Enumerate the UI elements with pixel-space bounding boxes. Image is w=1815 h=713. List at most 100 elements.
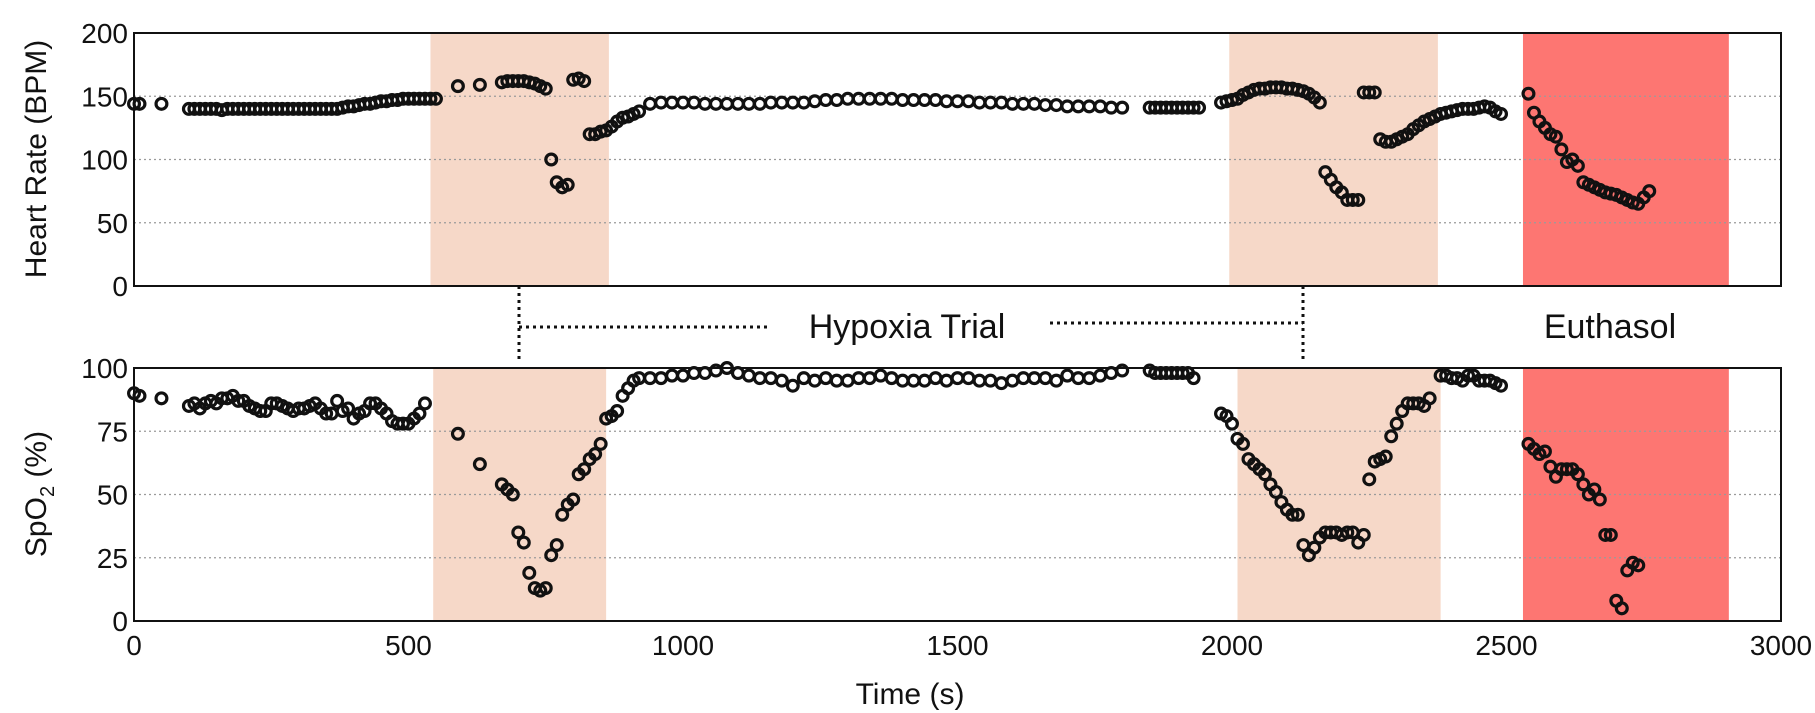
spo2-data-point (1576, 477, 1591, 492)
spo2-y-axis-title: SpO2 (%) (20, 431, 59, 557)
spo2-data-point (654, 371, 669, 386)
heart-rate-data-point (829, 93, 844, 108)
spo2-data-point (928, 371, 943, 386)
spo2-data-point (675, 368, 690, 383)
heart-rate-data-point (719, 96, 734, 111)
spo2-data-point (544, 548, 559, 563)
spo2-data-point (472, 457, 487, 472)
spo2-data-point (1356, 527, 1371, 542)
spo2-data-point (1235, 436, 1250, 451)
heart-rate-data-point (1104, 100, 1119, 115)
hypoxia-trial-label: Hypoxia Trial (809, 308, 1006, 346)
annotations: Hypoxia Trial Euthasol (517, 286, 1676, 363)
heart-rate-data-point (544, 152, 559, 167)
heart-rate-data-point (939, 94, 954, 109)
spo2-data-point (1038, 371, 1053, 386)
spo2-y-tick-label: 25 (97, 543, 128, 574)
spo2-data-point (1378, 449, 1393, 464)
heart-rate-data-point (730, 96, 745, 111)
heart-rate-data-point (450, 79, 465, 94)
heart-rate-data-point (1554, 142, 1569, 157)
spo2-data-point (330, 393, 345, 408)
spo2-data-point (1340, 525, 1355, 540)
heart-rate-data-point (632, 104, 647, 119)
heart-rate-data-point (752, 96, 767, 111)
heart-rate-data-point (1005, 96, 1020, 111)
heart-rate-data-point (428, 91, 443, 106)
spo2-data-point (895, 373, 910, 388)
heart-rate-data-point (961, 94, 976, 109)
spo2-data-point (1461, 368, 1476, 383)
spo2-data-point (363, 396, 378, 411)
heart-rate-y-tick-label: 0 (112, 271, 128, 302)
spo2-data-point (818, 371, 833, 386)
spo2-data-point (1290, 507, 1305, 522)
heart-rate-data-point (972, 95, 987, 110)
spo2-data-point (522, 565, 537, 580)
spo2-data-point (588, 447, 603, 462)
spo2-data-point (983, 373, 998, 388)
heart-rate-data-point (851, 91, 866, 106)
spo2-data-point (741, 368, 756, 383)
heart-rate-data-point (950, 94, 965, 109)
heart-rate-data-point (665, 95, 680, 110)
spo2-data-point (1570, 467, 1585, 482)
heart-rate-plot-frame (133, 32, 1782, 287)
heart-rate-data-point (1071, 99, 1086, 114)
heart-rate-data-point (994, 95, 1009, 110)
heart-rate-data-point (577, 74, 592, 89)
spo2-data-point (917, 373, 932, 388)
heart-rate-data-point (1345, 192, 1360, 207)
spo2-data-point (577, 462, 592, 477)
spo2-data-point (417, 396, 432, 411)
spo2-data-point (752, 371, 767, 386)
spo2-data-point (730, 366, 745, 381)
heart-rate-data-point (1060, 99, 1075, 114)
spo2-data-point (1186, 371, 1201, 386)
spo2-data-point (1587, 482, 1602, 497)
x-tick-label: 500 (385, 630, 432, 661)
spo2-data-point (961, 371, 976, 386)
spo2-data-point (1631, 558, 1646, 573)
heart-rate-data-point (840, 91, 855, 106)
spo2-data-point (1362, 472, 1377, 487)
spo2-y-axis-title-main: SpO (20, 497, 53, 557)
spo2-data-point (450, 426, 465, 441)
spo2-data-point (873, 368, 888, 383)
heart-rate-data-point (560, 177, 575, 192)
heart-rate-data-point (1082, 99, 1097, 114)
heart-rate-data-point (884, 91, 899, 106)
spo2-data-point (785, 378, 800, 393)
x-tick-label: 1500 (926, 630, 988, 661)
spo2-data-point (1224, 416, 1239, 431)
spo2-data-point (939, 373, 954, 388)
spo2-points (127, 361, 1646, 616)
spo2-data-point (1389, 416, 1404, 431)
spo2-data-point (796, 371, 811, 386)
spo2-data-point (412, 406, 427, 421)
spo2-data-point (610, 404, 625, 419)
heart-rate-y-ticks: 0 50 100 150 200 (81, 18, 128, 302)
x-tick-label: 1000 (652, 630, 714, 661)
heart-rate-data-point (774, 95, 789, 110)
heart-rate-data-point (154, 96, 169, 111)
heart-rate-panel: 0 50 100 150 200 Heart Rate (BPM) (20, 18, 1782, 302)
heart-rate-data-point (1521, 86, 1536, 101)
spo2-data-point (319, 406, 334, 421)
heart-rate-y-tick-label: 50 (97, 208, 128, 239)
spo2-data-point (516, 535, 531, 550)
spo2-panel: 0 25 50 75 100 0 500 1000 1500 2000 2500 3000 SpO2… (20, 353, 1812, 711)
heart-rate-data-point (1570, 158, 1585, 173)
spo2-data-point (1115, 363, 1130, 378)
heart-rate-data-point (1548, 129, 1563, 144)
heart-rate-data-point (983, 95, 998, 110)
spo2-data-point (1016, 371, 1031, 386)
spo2-data-point (154, 391, 169, 406)
spo2-y-axis-title-suffix: (%) (20, 431, 53, 486)
spo2-data-point (555, 507, 570, 522)
heart-rate-data-point (675, 95, 690, 110)
spo2-data-point (840, 373, 855, 388)
x-tick-label: 0 (126, 630, 142, 661)
spo2-data-point (1285, 507, 1300, 522)
spo2-data-point (1027, 371, 1042, 386)
